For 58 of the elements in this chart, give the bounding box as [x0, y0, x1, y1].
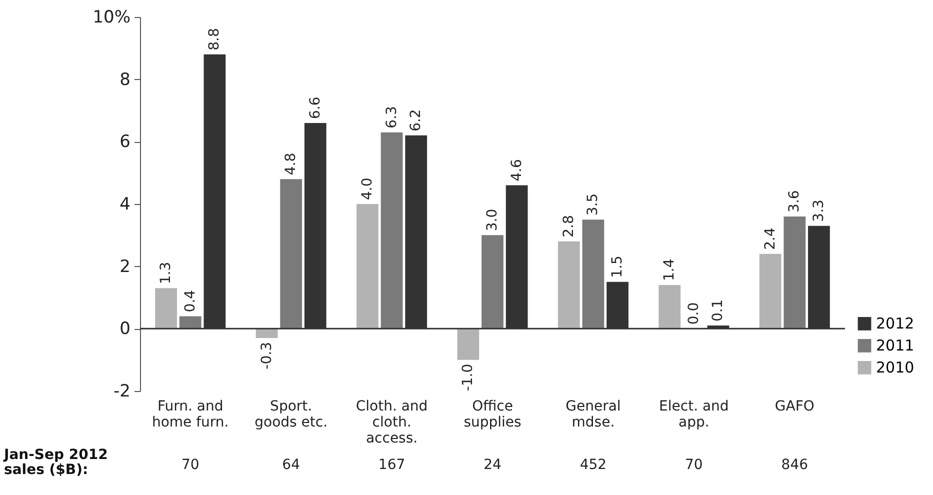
data-label: 0.0	[686, 302, 702, 325]
legend-label: 2010	[876, 358, 914, 377]
data-label: 2.4	[762, 228, 778, 250]
bar	[784, 216, 806, 329]
data-label: 1.4	[662, 258, 678, 282]
y-tick-label: 4	[120, 194, 130, 214]
legend-label: 2012	[876, 314, 914, 333]
bar	[155, 288, 177, 329]
data-label: 1.5	[610, 256, 626, 278]
x-tick-label: Elect. and app.	[659, 398, 729, 430]
data-label: -1.0	[460, 364, 476, 392]
data-label: 3.3	[810, 200, 827, 222]
data-label: 2.8	[560, 215, 577, 238]
text: 70	[685, 457, 703, 473]
text: 846	[781, 457, 808, 473]
bar	[356, 204, 378, 329]
bar	[280, 179, 302, 329]
bar	[558, 241, 580, 329]
y-tick-label: 8	[120, 70, 130, 90]
data-label: 0.4	[182, 290, 198, 312]
bar	[582, 220, 604, 329]
bar	[380, 132, 403, 329]
x-tick-label: Cloth. and cloth. access.	[356, 398, 428, 446]
x-tick-label: Sport. goods etc.	[254, 398, 328, 430]
text: 24	[484, 457, 502, 473]
bar	[759, 254, 782, 329]
x-tick-label: Furn. and home furn.	[152, 398, 229, 430]
data-label: 0.1	[710, 299, 726, 322]
y-tick-label: 6	[120, 132, 130, 152]
x-tick-label: General mdse.	[566, 398, 621, 430]
data-label: 8.8	[206, 28, 223, 50]
y-tick-label: 0	[120, 319, 130, 340]
data-label: 3.0	[484, 208, 500, 232]
bar	[457, 328, 480, 360]
data-label: 6.3	[384, 106, 400, 128]
text: 452	[580, 457, 607, 473]
data-label: 1.3	[158, 262, 174, 284]
text: 64	[282, 457, 300, 473]
text: 167	[378, 457, 406, 473]
data-label: 4.6	[508, 158, 525, 182]
data-label: 6.2	[408, 109, 424, 132]
bar	[179, 316, 202, 329]
data-label: 4.8	[283, 152, 300, 176]
data-label: 3.6	[786, 190, 803, 212]
legend-label: 2011	[876, 336, 914, 355]
text: 70	[181, 457, 200, 473]
bar	[482, 235, 504, 329]
x-tick-label: GAFO	[774, 398, 814, 414]
data-label: 6.6	[307, 96, 324, 119]
y-tick-label: -2	[114, 382, 130, 402]
text: Jan-Sep 2012 sales ($B):	[3, 447, 108, 478]
x-tick-label: Office supplies	[464, 398, 522, 430]
bar	[658, 285, 681, 329]
y-tick-label: 10%	[92, 8, 130, 28]
data-label: -0.3	[258, 342, 275, 370]
y-tick-label: 2	[120, 256, 130, 277]
data-label: 4.0	[359, 178, 376, 200]
data-label: 3.5	[585, 193, 602, 216]
